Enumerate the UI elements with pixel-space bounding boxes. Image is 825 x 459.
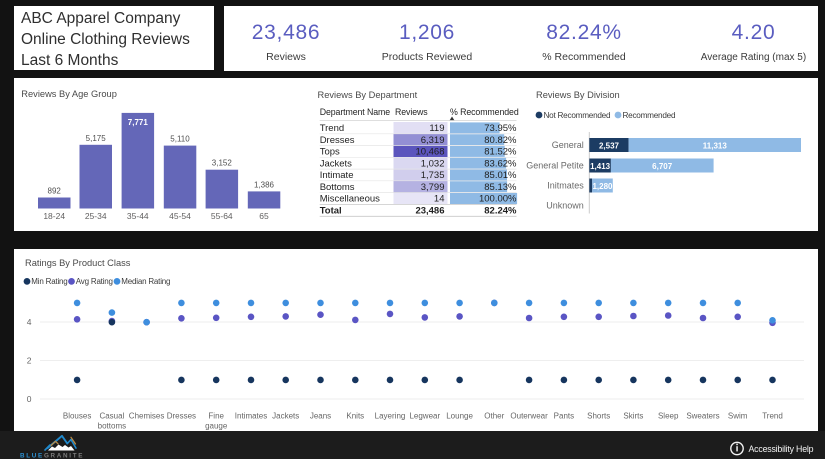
svg-text:Intimates: Intimates [235,412,267,421]
svg-text:Ratings By Product Class: Ratings By Product Class [25,258,131,268]
svg-text:Other: Other [484,412,504,421]
svg-text:6,707: 6,707 [652,162,673,171]
svg-text:Jeans: Jeans [310,412,331,421]
svg-text:Swim: Swim [728,412,748,421]
svg-text:Initmates: Initmates [547,181,584,191]
svg-text:Casual: Casual [99,412,124,421]
svg-text:Skirts: Skirts [623,412,643,421]
svg-text:3,152: 3,152 [212,159,233,168]
svg-text:Jackets: Jackets [320,159,352,170]
svg-text:Lounge: Lounge [446,412,473,421]
svg-text:55-64: 55-64 [211,211,233,221]
svg-text:Median Rating: Median Rating [121,277,170,286]
svg-text:Min Rating: Min Rating [31,277,67,286]
svg-text:85.01%: 85.01% [484,170,517,181]
svg-text:Blouses: Blouses [63,412,91,421]
svg-text:Pants: Pants [554,412,574,421]
svg-text:% Recommended: % Recommended [450,107,519,117]
svg-text:Shorts: Shorts [587,412,610,421]
svg-text:Dresses: Dresses [320,135,355,146]
svg-text:1,386: 1,386 [254,180,275,189]
svg-text:23,486: 23,486 [415,206,444,217]
svg-text:1,280: 1,280 [592,182,613,191]
svg-text:gauge: gauge [205,422,228,431]
svg-text:Fine: Fine [208,412,224,421]
svg-text:80.82%: 80.82% [484,135,517,146]
svg-text:892: 892 [48,187,62,196]
svg-text:1,735: 1,735 [421,170,445,181]
svg-text:Sweaters: Sweaters [686,412,719,421]
svg-text:4: 4 [27,317,32,327]
svg-text:Knits: Knits [346,412,364,421]
svg-text:Not Recommended: Not Recommended [544,111,611,120]
svg-text:Dresses: Dresses [167,412,196,421]
svg-text:Trend: Trend [320,123,344,134]
svg-text:1,032: 1,032 [421,159,445,170]
svg-text:Accessibility Help: Accessibility Help [749,444,814,454]
svg-text:General Petite: General Petite [526,161,584,171]
svg-text:10,468: 10,468 [415,147,444,158]
svg-text:18-24: 18-24 [43,211,65,221]
svg-text:100.00%: 100.00% [479,194,517,205]
svg-text:0: 0 [27,394,32,404]
svg-text:Legwear: Legwear [409,412,440,421]
svg-text:Layering: Layering [375,412,406,421]
svg-text:Department Name: Department Name [320,107,391,117]
svg-text:65: 65 [259,211,269,221]
svg-text:73.95%: 73.95% [484,123,517,134]
svg-text:Unknown: Unknown [546,201,584,211]
svg-text:5,110: 5,110 [170,135,190,144]
svg-text:Tops: Tops [320,147,340,158]
svg-text:85.13%: 85.13% [484,182,517,193]
svg-text:83.62%: 83.62% [484,159,517,170]
svg-text:Outerwear: Outerwear [510,412,548,421]
svg-text:Total: Total [320,206,342,217]
svg-text:Sleep: Sleep [658,412,679,421]
svg-text:6,319: 6,319 [421,135,445,146]
svg-text:Recommended: Recommended [623,111,676,120]
svg-text:Reviews: Reviews [395,107,428,117]
svg-text:2: 2 [27,356,32,366]
svg-text:45-54: 45-54 [169,211,191,221]
svg-text:2,537: 2,537 [599,142,620,151]
svg-text:Jackets: Jackets [272,412,299,421]
svg-text:3,799: 3,799 [421,182,445,193]
svg-text:7,771: 7,771 [128,118,149,127]
svg-text:General: General [552,140,584,150]
svg-text:1,413: 1,413 [590,162,611,171]
svg-text:Intimate: Intimate [320,170,354,181]
svg-text:Chemises: Chemises [129,412,165,421]
svg-text:Reviews By Age Group: Reviews By Age Group [21,89,117,99]
svg-text:5,175: 5,175 [86,134,107,143]
svg-text:Trend: Trend [762,412,783,421]
svg-text:Reviews By Division: Reviews By Division [536,90,620,100]
svg-text:Bottoms: Bottoms [320,182,355,193]
svg-text:25-34: 25-34 [85,211,107,221]
svg-text:82.24%: 82.24% [484,206,517,217]
svg-text:11,313: 11,313 [703,142,728,151]
svg-text:81.52%: 81.52% [484,147,517,158]
svg-text:Reviews By Department: Reviews By Department [318,90,418,100]
svg-text:BLUEGRANITE: BLUEGRANITE [20,452,84,459]
svg-text:35-44: 35-44 [127,211,149,221]
svg-text:Miscellaneous: Miscellaneous [320,194,380,205]
svg-text:14: 14 [434,194,445,205]
svg-text:119: 119 [429,123,444,134]
svg-text:Avg Rating: Avg Rating [76,277,113,286]
svg-text:bottoms: bottoms [98,422,126,431]
